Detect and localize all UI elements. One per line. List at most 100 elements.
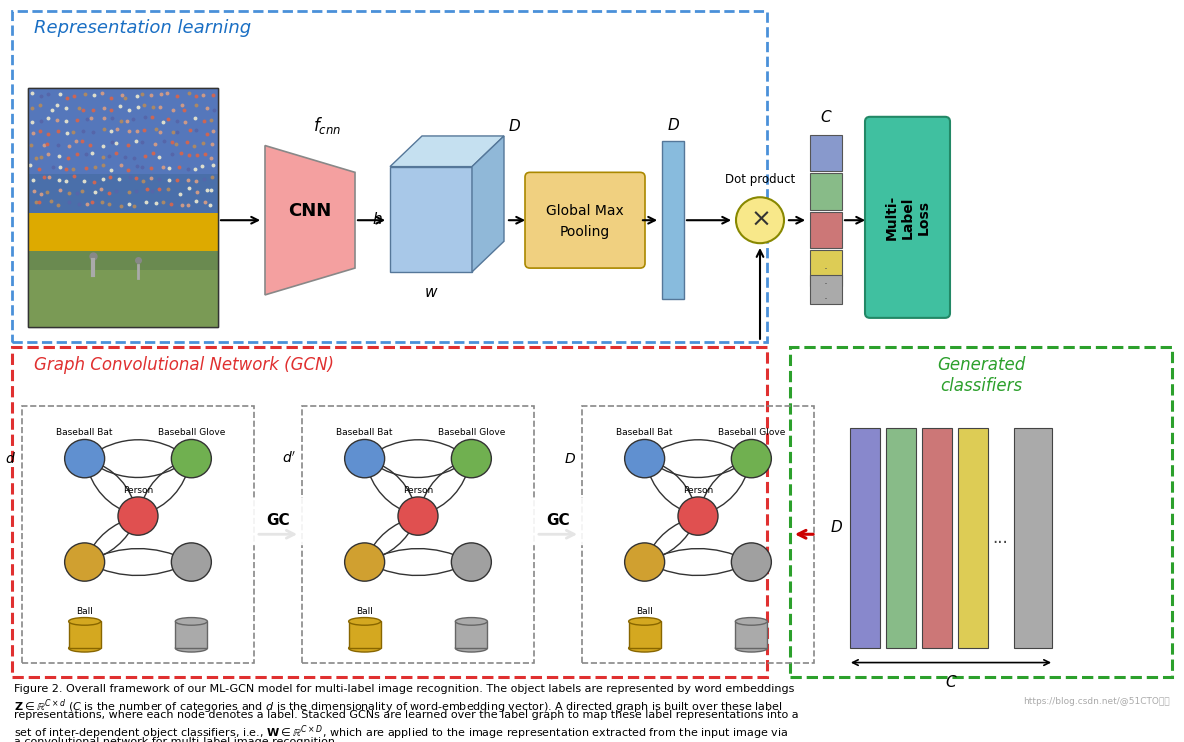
- Text: Ball: Ball: [76, 607, 94, 616]
- Bar: [810, 211, 842, 248]
- Text: Baseball Glove: Baseball Glove: [438, 427, 506, 436]
- Bar: [348, 621, 380, 649]
- Text: ·
·
·: · · ·: [824, 263, 828, 306]
- Text: Ball: Ball: [636, 607, 654, 616]
- Ellipse shape: [629, 617, 661, 626]
- Text: C: C: [946, 675, 957, 690]
- Bar: [28, 232, 218, 327]
- Bar: [790, 347, 1172, 677]
- Text: a convolutional network for multi-label image recognition.: a convolutional network for multi-label …: [14, 738, 339, 742]
- Ellipse shape: [69, 644, 101, 652]
- Text: $\times$: $\times$: [751, 206, 770, 230]
- Text: $\mathbf{Z}\in\mathbb{R}^{C\times d}$ ($C$ is the number of categories and $d$ i: $\mathbf{Z}\in\mathbb{R}^{C\times d}$ ($…: [14, 697, 783, 715]
- Text: C: C: [821, 111, 831, 125]
- Circle shape: [625, 439, 664, 478]
- Ellipse shape: [175, 644, 207, 652]
- Text: Figure 2. Overall framework of our ML-GCN model for multi-label image recognitio: Figure 2. Overall framework of our ML-GC…: [14, 683, 794, 694]
- Circle shape: [118, 497, 157, 535]
- Ellipse shape: [629, 644, 661, 652]
- Bar: [28, 212, 218, 251]
- Circle shape: [625, 543, 664, 581]
- Text: $D$: $D$: [564, 452, 575, 466]
- Circle shape: [172, 543, 212, 581]
- Polygon shape: [472, 136, 504, 272]
- Bar: [810, 174, 842, 210]
- Text: $d'$: $d'$: [282, 451, 296, 466]
- Text: $d$: $d$: [5, 451, 17, 466]
- Circle shape: [732, 439, 771, 478]
- Circle shape: [732, 543, 771, 581]
- Bar: [662, 141, 684, 299]
- Bar: [12, 347, 767, 677]
- Text: $f_{cnn}$: $f_{cnn}$: [313, 115, 341, 136]
- Circle shape: [345, 543, 385, 581]
- Bar: [810, 275, 842, 303]
- Ellipse shape: [348, 644, 380, 652]
- Polygon shape: [390, 136, 504, 167]
- Ellipse shape: [175, 617, 207, 626]
- Circle shape: [451, 543, 491, 581]
- Text: Person: Person: [683, 486, 713, 495]
- Circle shape: [345, 439, 385, 478]
- Circle shape: [451, 439, 491, 478]
- Ellipse shape: [69, 617, 101, 626]
- Bar: [28, 88, 218, 327]
- Bar: [28, 88, 218, 194]
- Text: CNN: CNN: [289, 202, 332, 220]
- Text: Baseball Bat: Baseball Bat: [336, 427, 393, 436]
- Text: D: D: [830, 519, 842, 534]
- Bar: [810, 135, 842, 171]
- Text: Pooling: Pooling: [560, 225, 610, 239]
- Bar: [28, 174, 218, 232]
- Text: Person: Person: [403, 486, 433, 495]
- Circle shape: [398, 497, 438, 535]
- Bar: [390, 167, 472, 272]
- Bar: [302, 406, 534, 663]
- Text: Baseball Glove: Baseball Glove: [157, 427, 225, 436]
- FancyBboxPatch shape: [525, 172, 645, 268]
- Bar: [28, 270, 218, 327]
- Bar: [1014, 428, 1053, 649]
- Bar: [28, 88, 218, 327]
- Text: set of inter-dependent object classifiers, i.e., $\mathbf{W}\in\mathbb{R}^{C\tim: set of inter-dependent object classifier…: [14, 724, 789, 742]
- Text: representations, where each node denotes a label. Stacked GCNs are learned over : representations, where each node denotes…: [14, 710, 799, 720]
- Circle shape: [736, 197, 784, 243]
- Text: ...: ...: [992, 529, 1008, 547]
- Text: Baseball Glove: Baseball Glove: [718, 427, 785, 436]
- Text: Ball: Ball: [356, 607, 373, 616]
- Text: https://blog.csdn.net/@51CTO博客: https://blog.csdn.net/@51CTO博客: [1023, 697, 1170, 706]
- Text: Multi-
Label
Loss: Multi- Label Loss: [884, 194, 931, 240]
- Bar: [629, 621, 661, 649]
- Ellipse shape: [735, 617, 767, 626]
- Text: Baseball Bat: Baseball Bat: [57, 427, 112, 436]
- Bar: [175, 621, 207, 649]
- Bar: [12, 11, 767, 342]
- Text: w: w: [425, 286, 437, 301]
- Bar: [886, 428, 916, 649]
- Text: GC: GC: [266, 513, 290, 528]
- Text: Global Max: Global Max: [546, 203, 624, 217]
- Bar: [810, 250, 842, 286]
- Text: Graph Convolutional Network (GCN): Graph Convolutional Network (GCN): [34, 356, 334, 374]
- Ellipse shape: [456, 617, 488, 626]
- Bar: [850, 428, 880, 649]
- Ellipse shape: [348, 617, 380, 626]
- Text: Generated
classifiers: Generated classifiers: [937, 356, 1025, 395]
- Bar: [958, 428, 987, 649]
- Bar: [922, 428, 952, 649]
- Bar: [735, 621, 767, 649]
- Ellipse shape: [456, 644, 488, 652]
- Text: D: D: [667, 118, 678, 133]
- Bar: [22, 406, 255, 663]
- Circle shape: [65, 439, 104, 478]
- Polygon shape: [265, 145, 355, 295]
- Circle shape: [678, 497, 718, 535]
- FancyBboxPatch shape: [866, 116, 950, 318]
- Text: D: D: [509, 119, 521, 134]
- Circle shape: [172, 439, 212, 478]
- Text: Representation learning: Representation learning: [34, 19, 251, 37]
- Text: h: h: [373, 211, 382, 227]
- Text: Dot product: Dot product: [725, 173, 796, 186]
- Text: GC: GC: [546, 513, 570, 528]
- Text: Person: Person: [123, 486, 153, 495]
